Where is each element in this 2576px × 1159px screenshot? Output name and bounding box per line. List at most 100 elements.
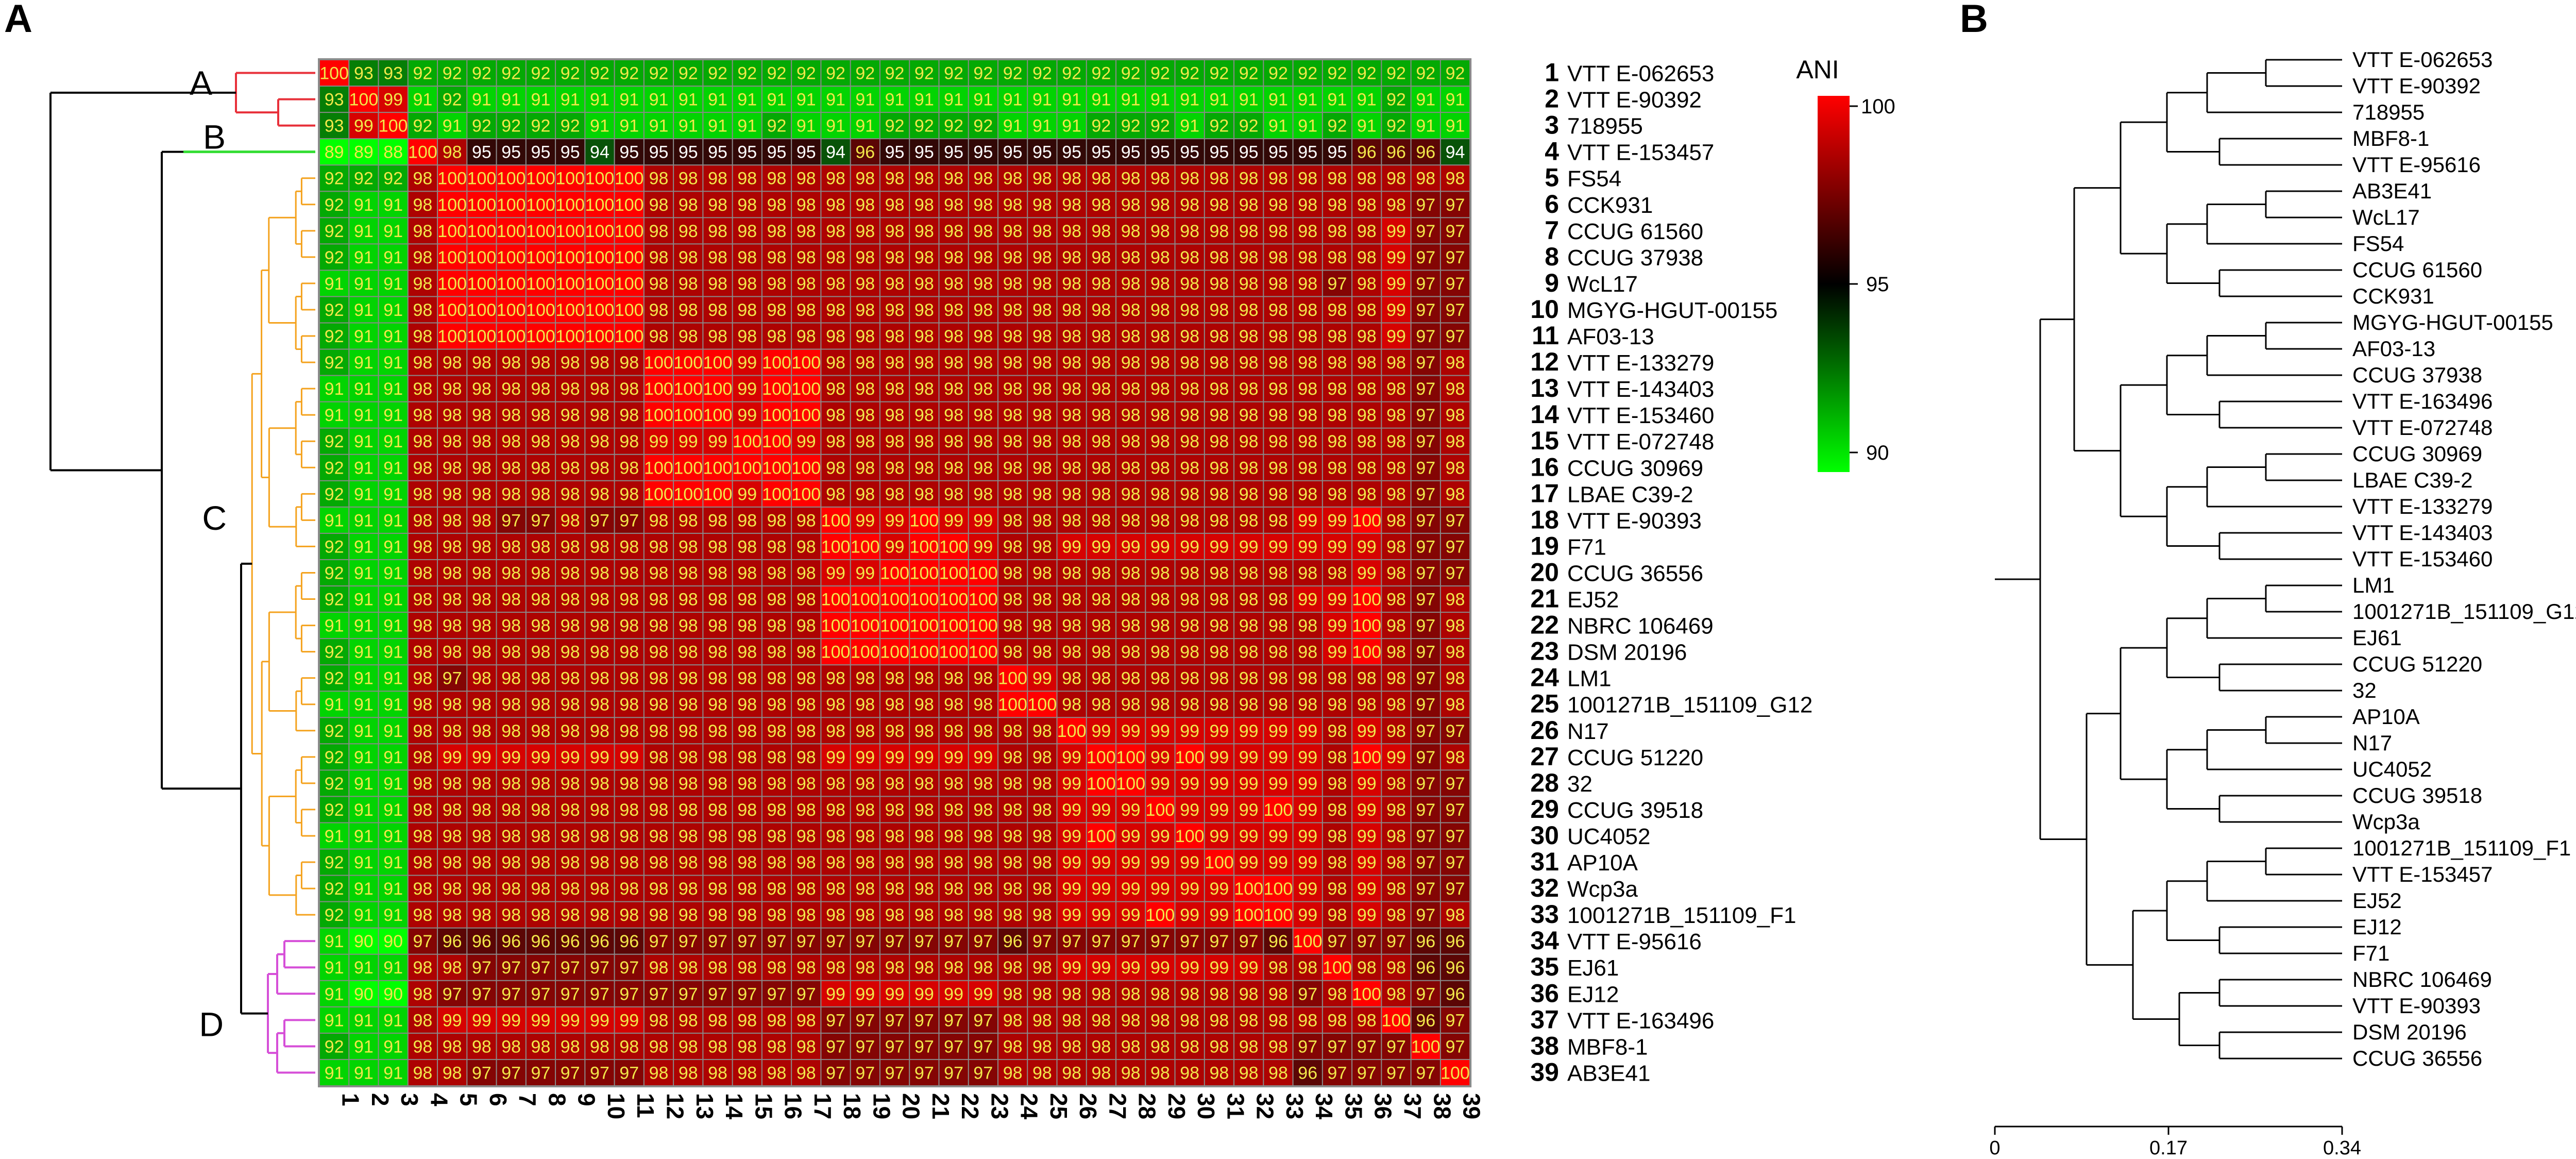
heatmap-cell-label: 98 bbox=[796, 643, 816, 662]
heatmap-cell-label: 98 bbox=[1298, 695, 1317, 715]
heatmap-cell-label: 95 bbox=[1210, 143, 1229, 162]
heatmap-cell-label: 100 bbox=[497, 300, 526, 320]
heatmap-cell-label: 97 bbox=[796, 932, 816, 951]
heatmap-cell-label: 98 bbox=[973, 721, 993, 741]
heatmap-cell-label: 98 bbox=[1268, 616, 1288, 636]
heatmap-cell-label: 98 bbox=[1210, 1011, 1229, 1030]
heatmap-cell-label: 98 bbox=[1328, 695, 1347, 715]
heatmap-cell-label: 98 bbox=[1180, 195, 1199, 215]
legend-colorbar bbox=[1818, 96, 1850, 472]
heatmap-cell-label: 98 bbox=[1150, 590, 1170, 610]
heatmap-cell bbox=[320, 165, 349, 191]
heatmap-cell-label: 98 bbox=[973, 958, 993, 978]
heatmap-cell-label: 100 bbox=[644, 458, 673, 478]
heatmap-cell-label: 95 bbox=[796, 143, 816, 162]
heatmap-cell bbox=[703, 139, 732, 165]
heatmap-cell-label: 91 bbox=[354, 695, 374, 715]
heatmap-cell-label: 98 bbox=[1328, 800, 1347, 820]
panel-a-label: A bbox=[4, 0, 32, 41]
heatmap-cell-label: 98 bbox=[1180, 458, 1199, 478]
heatmap-cell-label: 99 bbox=[679, 432, 698, 451]
heatmap-cell-label: 98 bbox=[590, 563, 609, 583]
heatmap-cell-label: 98 bbox=[737, 590, 757, 610]
heatmap-cell-label: 98 bbox=[619, 432, 639, 451]
heatmap-cell bbox=[408, 87, 437, 112]
heatmap-cell-label: 98 bbox=[885, 853, 905, 872]
heatmap-cell-label: 98 bbox=[767, 195, 787, 215]
row-strain-name: VTT E-153460 bbox=[1567, 403, 1714, 428]
heatmap-cell-label: 98 bbox=[679, 274, 698, 294]
heatmap-cell-label: 98 bbox=[885, 353, 905, 373]
column-number: 19 bbox=[868, 1093, 895, 1119]
heatmap-cell bbox=[910, 60, 939, 86]
heatmap-cell-label: 100 bbox=[880, 643, 909, 662]
column-number: 20 bbox=[898, 1093, 925, 1119]
heatmap-cell-label: 100 bbox=[909, 590, 939, 610]
heatmap-cell-label: 98 bbox=[1357, 353, 1377, 373]
heatmap-cell-label: 91 bbox=[767, 90, 787, 110]
heatmap-cell-label: 91 bbox=[354, 248, 374, 267]
heatmap-cell bbox=[733, 60, 761, 86]
heatmap-cell-label: 100 bbox=[1264, 905, 1293, 925]
heatmap-cell-label: 98 bbox=[1210, 1037, 1229, 1056]
heatmap-cell-label: 97 bbox=[1062, 932, 1081, 951]
heatmap-cell-label: 98 bbox=[679, 1011, 698, 1030]
legend-label-90: 90 bbox=[1866, 442, 1889, 464]
heatmap-cell-label: 98 bbox=[413, 958, 432, 978]
row-strain-name: CCUG 30969 bbox=[1567, 456, 1703, 481]
heatmap-cell-label: 98 bbox=[1268, 432, 1288, 451]
heatmap-cell-label: 98 bbox=[649, 195, 669, 215]
tree-leaf-label: VTT E-90392 bbox=[2352, 74, 2481, 98]
heatmap-cell-label: 98 bbox=[1150, 669, 1170, 688]
heatmap-cell-label: 100 bbox=[555, 169, 585, 189]
heatmap-cell-label: 98 bbox=[679, 511, 698, 530]
heatmap-cell-label: 92 bbox=[325, 669, 344, 688]
heatmap-cell-label: 98 bbox=[1298, 300, 1317, 320]
heatmap-cell-label: 99 bbox=[1357, 774, 1377, 794]
heatmap-cell-label: 98 bbox=[1091, 484, 1111, 504]
heatmap-cell-label: 99 bbox=[1210, 537, 1229, 557]
heatmap-cell-label: 91 bbox=[383, 800, 403, 820]
heatmap-cell bbox=[1411, 113, 1440, 139]
heatmap-cell-label: 100 bbox=[467, 248, 497, 267]
heatmap-cell-label: 91 bbox=[1416, 116, 1435, 136]
heatmap-cell-label: 98 bbox=[531, 774, 551, 794]
heatmap-cell-label: 99 bbox=[1121, 721, 1141, 741]
row-strain-name: AB3E41 bbox=[1567, 1061, 1650, 1086]
heatmap-cell-label: 98 bbox=[1091, 248, 1111, 267]
heatmap-cell-label: 99 bbox=[885, 537, 905, 557]
heatmap-cell-label: 98 bbox=[796, 169, 816, 189]
heatmap-cell-label: 97 bbox=[1446, 300, 1465, 320]
heatmap-cell-label: 98 bbox=[413, 669, 432, 688]
heatmap-cell-label: 98 bbox=[1062, 669, 1081, 688]
heatmap-cell bbox=[1175, 113, 1204, 139]
heatmap-cell-label: 97 bbox=[944, 1011, 963, 1030]
heatmap-cell-label: 98 bbox=[737, 327, 757, 346]
heatmap-cell-label: 98 bbox=[914, 300, 934, 320]
heatmap-cell-label: 97 bbox=[737, 932, 757, 951]
heatmap-cell-label: 98 bbox=[1268, 379, 1288, 399]
heatmap-cell-label: 98 bbox=[1150, 643, 1170, 662]
heatmap-cell-label: 98 bbox=[767, 563, 787, 583]
column-number: 33 bbox=[1281, 1093, 1308, 1119]
heatmap-cell-label: 97 bbox=[1298, 984, 1317, 1004]
heatmap-cell-label: 91 bbox=[383, 827, 403, 846]
heatmap-cell-label: 92 bbox=[973, 116, 993, 136]
heatmap-cell-label: 100 bbox=[909, 563, 939, 583]
heatmap-cell-label: 98 bbox=[944, 669, 963, 688]
heatmap-cell-label: 95 bbox=[679, 143, 698, 162]
heatmap-cell-label: 96 bbox=[1446, 984, 1465, 1004]
heatmap-cell-label: 98 bbox=[1239, 563, 1259, 583]
row-number: 26 bbox=[1530, 716, 1559, 745]
heatmap-cell-label: 98 bbox=[708, 643, 727, 662]
heatmap-cell bbox=[615, 87, 643, 112]
heatmap-cell-label: 98 bbox=[561, 721, 580, 741]
heatmap-cell-label: 91 bbox=[1357, 90, 1377, 110]
heatmap-cell-label: 98 bbox=[501, 669, 521, 688]
heatmap-cell-label: 100 bbox=[555, 274, 585, 294]
heatmap-cell-label: 98 bbox=[443, 616, 462, 636]
column-number: 18 bbox=[839, 1093, 866, 1119]
heatmap-cell bbox=[379, 139, 408, 165]
heatmap-cell-label: 98 bbox=[1239, 353, 1259, 373]
heatmap-cell-label: 99 bbox=[1268, 748, 1288, 767]
